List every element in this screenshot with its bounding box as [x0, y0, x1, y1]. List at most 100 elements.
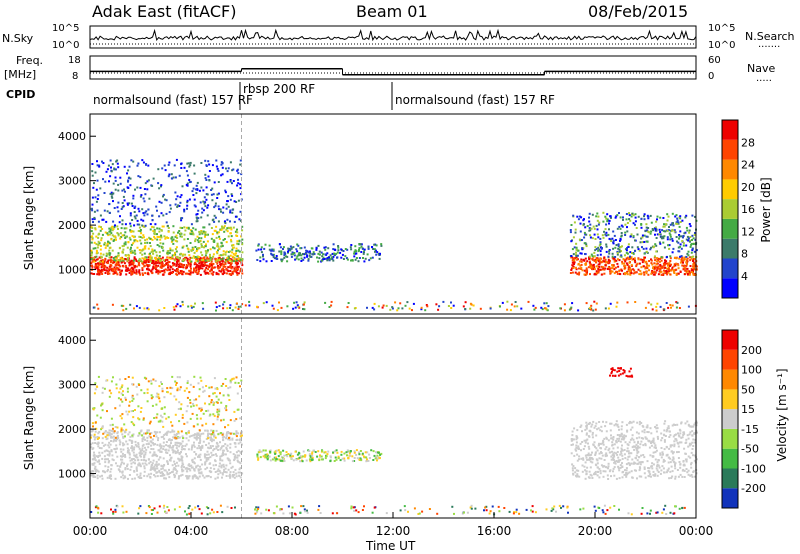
data-cell — [683, 232, 686, 235]
data-cell — [575, 266, 577, 269]
data-cell — [675, 274, 678, 276]
data-cell — [217, 249, 219, 252]
data-cell — [214, 453, 217, 456]
data-cell — [146, 475, 149, 478]
data-cell — [673, 229, 676, 232]
data-cell — [637, 440, 640, 443]
data-cell — [155, 465, 158, 468]
data-cell — [329, 258, 332, 261]
data-cell — [130, 465, 133, 468]
data-cell — [642, 454, 645, 456]
data-cell — [237, 308, 240, 310]
data-cell — [206, 450, 209, 453]
data-cell — [212, 439, 215, 442]
data-cell — [259, 256, 262, 259]
data-cell — [633, 257, 636, 260]
data-cell — [629, 267, 632, 270]
data-cell — [225, 475, 228, 477]
data-cell — [144, 432, 147, 435]
data-cell — [310, 455, 313, 457]
data-cell — [138, 447, 141, 450]
data-cell — [177, 204, 180, 207]
data-cell — [159, 472, 162, 474]
data-cell — [605, 243, 608, 246]
data-cell — [601, 234, 604, 237]
data-cell — [113, 438, 116, 441]
data-cell — [215, 260, 218, 263]
data-cell — [217, 205, 220, 208]
data-cell — [112, 459, 115, 462]
data-cell — [156, 238, 159, 241]
data-cell — [198, 237, 200, 240]
data-cell — [214, 204, 217, 207]
data-cell — [186, 477, 189, 480]
data-cell — [167, 263, 170, 266]
data-cell — [378, 257, 381, 260]
data-cell — [163, 307, 166, 309]
data-cell — [167, 273, 170, 276]
data-cell — [144, 224, 147, 227]
data-cell — [187, 248, 190, 251]
data-cell — [169, 257, 172, 260]
data-cell — [139, 176, 142, 179]
data-cell — [683, 447, 686, 450]
data-cell — [126, 259, 129, 262]
data-cell — [224, 253, 227, 256]
data-cell — [634, 259, 636, 262]
data-cell — [621, 466, 624, 468]
data-cell — [638, 423, 641, 426]
data-cell — [156, 261, 159, 264]
data-cell — [608, 447, 611, 450]
data-cell — [207, 457, 210, 459]
data-cell — [677, 272, 680, 275]
data-cell — [208, 432, 211, 435]
data-cell — [648, 269, 650, 272]
data-cell — [597, 246, 600, 249]
data-cell — [647, 273, 650, 276]
data-cell — [217, 259, 220, 262]
data-cell — [311, 454, 314, 457]
data-cell — [621, 269, 623, 272]
data-cell — [196, 213, 199, 215]
data-cell — [328, 306, 331, 308]
data-cell — [312, 251, 315, 254]
data-cell — [160, 236, 163, 239]
data-cell — [91, 163, 94, 165]
data-cell — [145, 260, 148, 263]
data-cell — [103, 450, 106, 453]
data-cell — [163, 412, 166, 415]
data-cell — [569, 272, 572, 274]
data-cell — [128, 410, 131, 413]
data-cell — [675, 301, 678, 304]
data-cell — [678, 441, 681, 444]
data-cell — [275, 255, 278, 257]
data-cell — [209, 439, 212, 441]
data-cell — [185, 437, 188, 440]
data-cell — [670, 230, 673, 233]
data-cell — [202, 307, 205, 310]
data-cell — [667, 427, 670, 430]
data-cell — [641, 246, 643, 249]
data-cell — [313, 253, 316, 255]
data-cell — [116, 206, 119, 209]
data-cell — [604, 307, 607, 310]
data-cell — [188, 198, 191, 201]
data-cell — [100, 447, 103, 450]
data-cell — [175, 273, 178, 276]
data-cell — [574, 448, 577, 451]
data-cell — [206, 206, 209, 209]
data-cell — [241, 242, 244, 245]
data-cell — [382, 304, 385, 307]
data-cell — [193, 375, 196, 378]
data-cell — [130, 440, 133, 443]
data-cell — [597, 236, 600, 239]
data-cell — [235, 475, 238, 478]
data-cell — [214, 258, 217, 260]
data-cell — [144, 446, 146, 449]
data-cell — [213, 214, 216, 217]
data-cell — [220, 161, 223, 164]
data-cell — [205, 422, 208, 425]
data-cell — [119, 215, 121, 218]
data-cell — [685, 244, 688, 247]
data-cell — [101, 474, 103, 477]
